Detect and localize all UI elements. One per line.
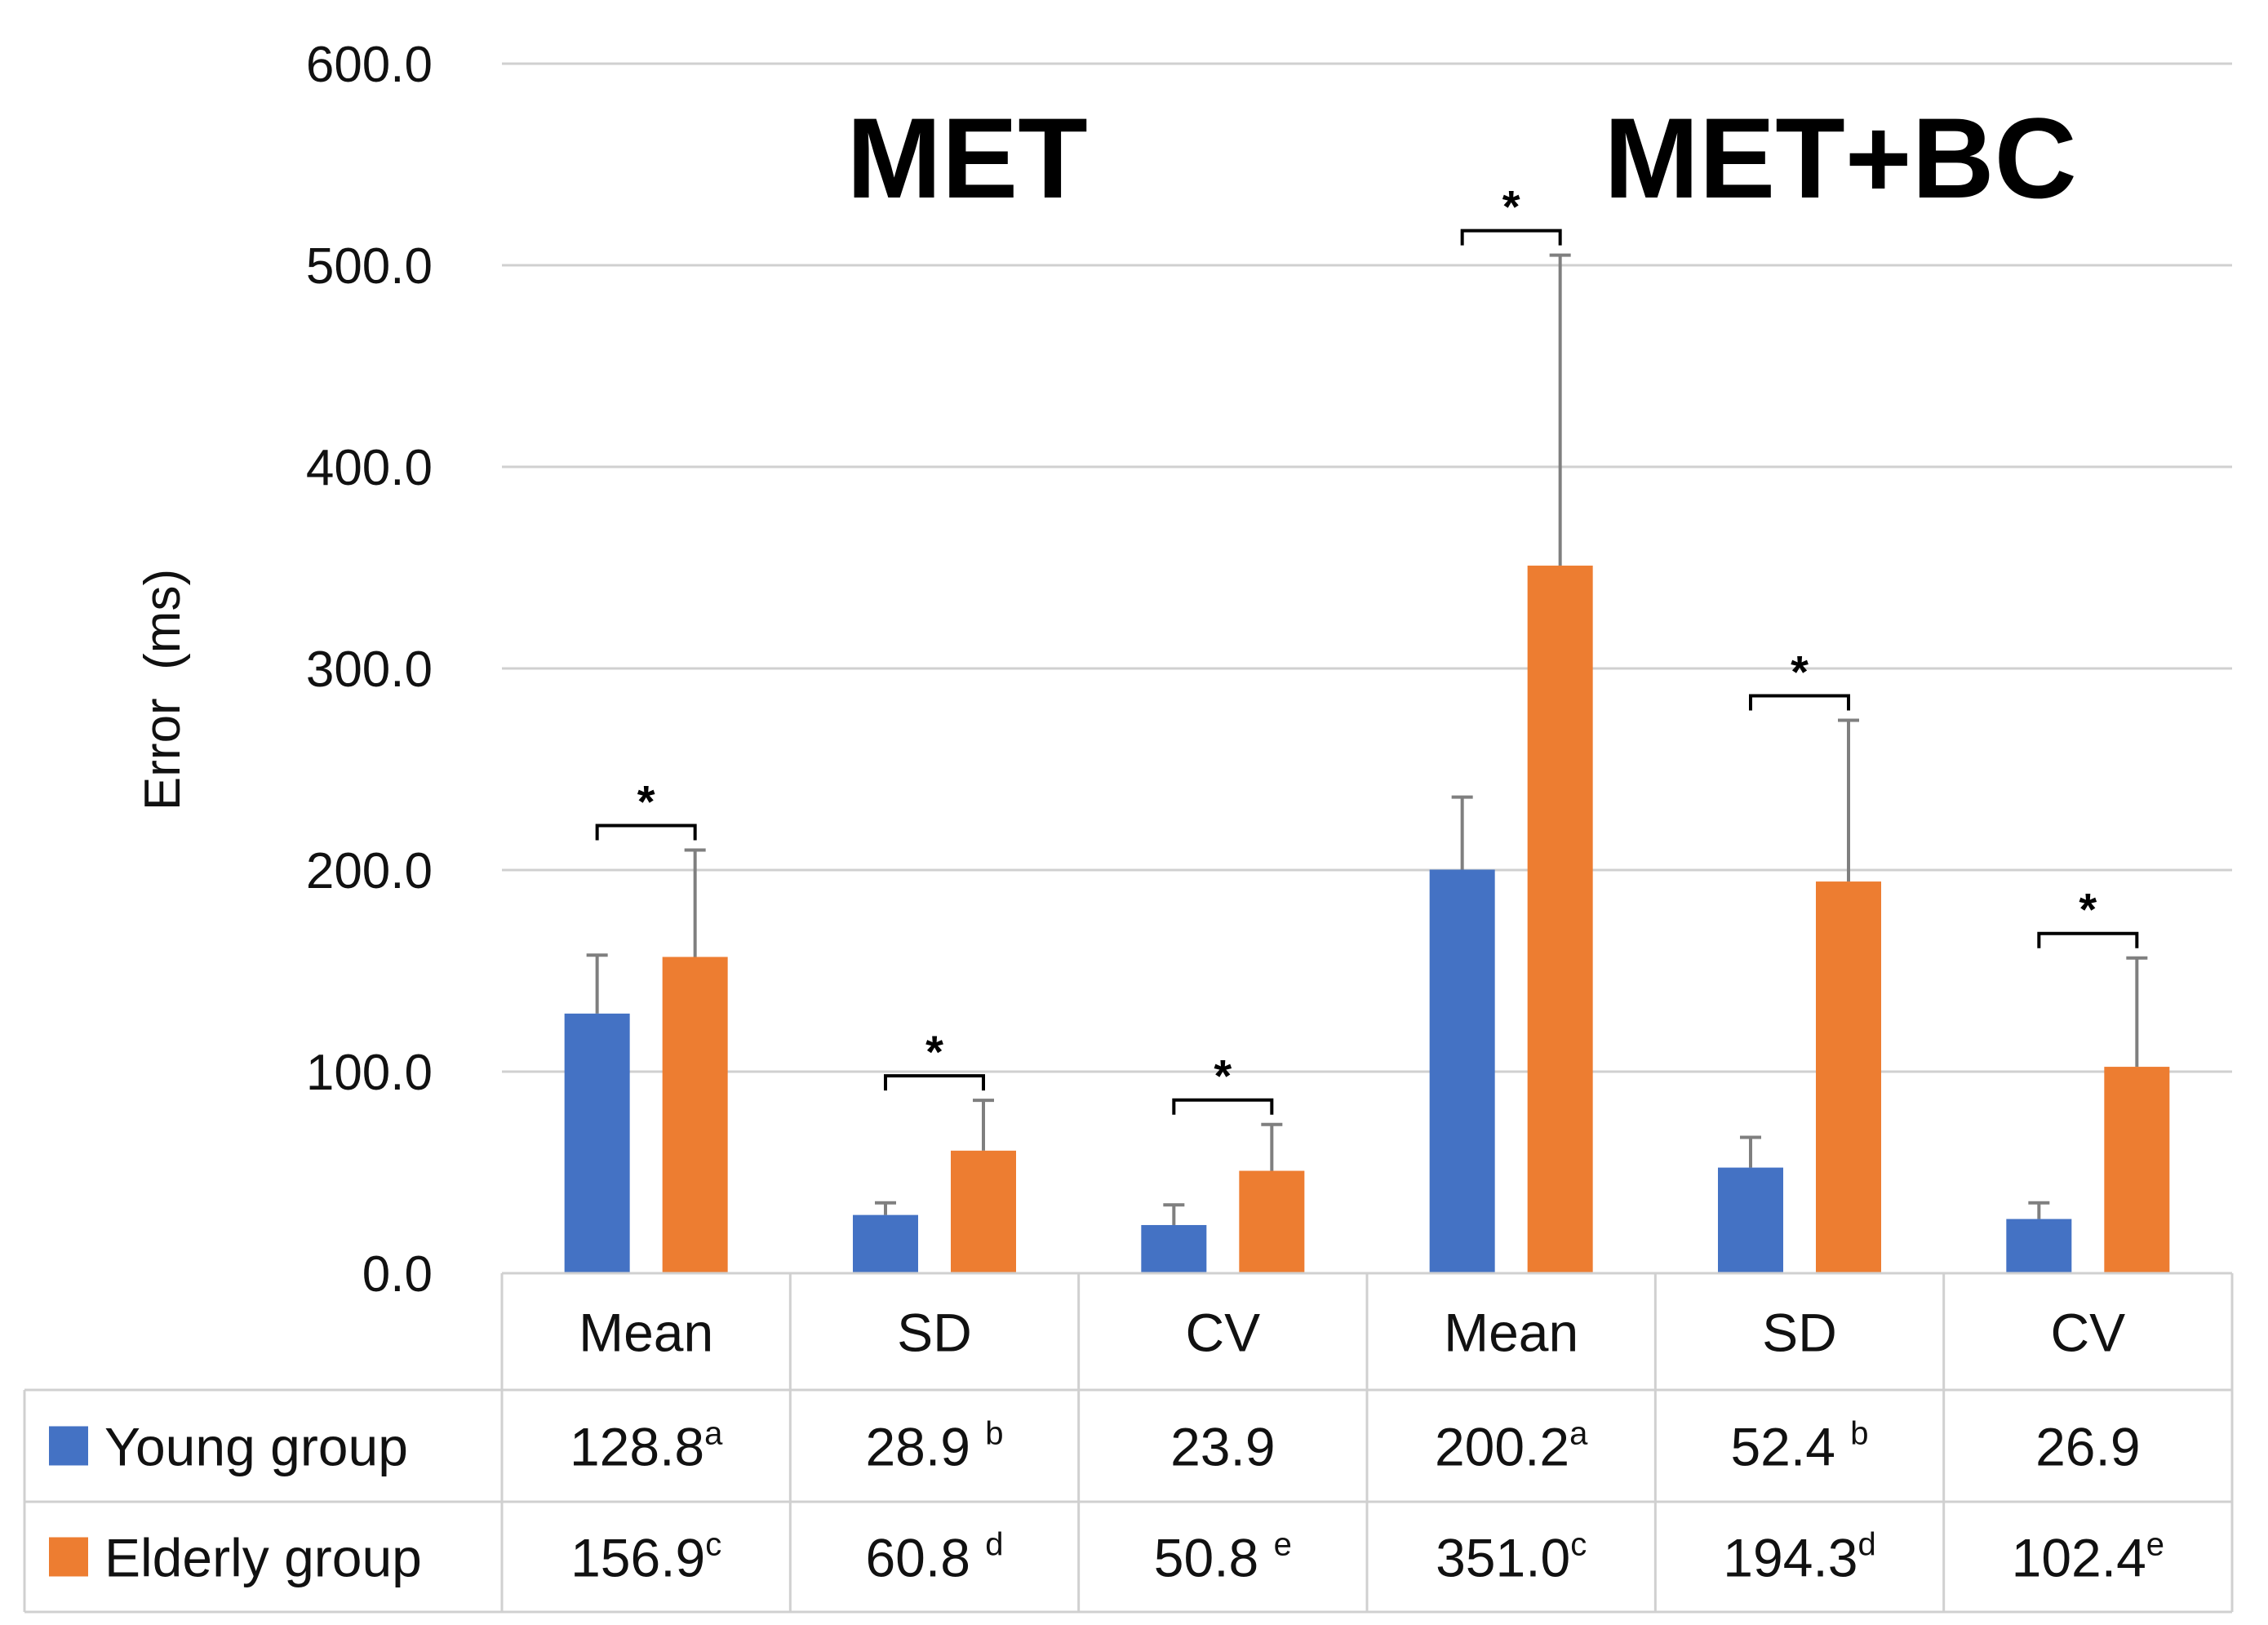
value-superscript: c [705,1527,721,1563]
x-tick-label: SD [897,1303,972,1363]
elderly-bar [662,957,728,1273]
value-superscript: c [1570,1527,1587,1563]
significance-bracket [1460,229,1562,246]
group-titles: MET MET+BC [846,94,2077,222]
value-superscript: a [1569,1416,1588,1452]
group-title-met: MET [846,94,1088,222]
young-bar [1141,1224,1207,1273]
young-bar [853,1214,918,1273]
x-tick-label: SD [1762,1303,1837,1363]
elderly-bar [2104,1067,2170,1273]
significance-star: * [2079,884,2097,935]
table-value: 28.9 b [865,1416,1003,1477]
elderly-bar [951,1150,1016,1273]
y-axis-label-group: Error (ms) [135,569,191,810]
value-superscript: d [1857,1527,1875,1563]
y-axis-ticks: 0.0 100.0 200.0 300.0 400.0 500.0 600.0 [306,37,433,1303]
value-superscript: d [985,1527,1003,1563]
x-tick-label: CV [2050,1303,2125,1363]
elderly-bar [1527,566,1593,1273]
significance-bracket [2037,931,2139,948]
value-superscript: e [1274,1527,1292,1563]
y-tick-label: 200.0 [306,843,433,899]
y-tick-label: 0.0 [362,1246,433,1303]
y-tick-label: 100.0 [306,1045,433,1101]
y-tick-label: 400.0 [306,440,433,496]
x-tick-label: CV [1185,1303,1260,1363]
table-value: 351.0c [1436,1527,1587,1588]
significance-markers: * * * * * * [595,181,2139,1115]
table-value: 194.3d [1723,1527,1875,1588]
group-title-met-bc: MET+BC [1604,94,2076,222]
table-value: 128.8a [570,1416,723,1477]
significance-star: * [925,1026,943,1077]
table-value: 156.9c [570,1527,721,1588]
significance-star: * [1502,181,1520,233]
significance-bracket [884,1074,985,1091]
value-superscript: b [1850,1416,1868,1452]
table-value: 52.4 b [1730,1416,1868,1477]
legend-swatch-young [49,1426,88,1466]
significance-star: * [637,776,655,828]
y-axis-label: Error (ms) [135,569,191,810]
young-bar [1429,869,1495,1273]
young-bar [2006,1219,2072,1273]
table-value: 102.4e [2012,1527,2164,1588]
significance-bracket [1749,694,1850,711]
y-tick-label: 300.0 [306,642,433,698]
young-bar [1718,1167,1783,1273]
value-superscript: a [704,1416,723,1452]
table-value: 23.9 [1170,1417,1275,1477]
legend-label-young: Young group [104,1417,408,1477]
gridlines [502,62,2232,1073]
significance-star: * [1214,1050,1232,1102]
significance-star: * [1791,646,1809,697]
error-bars [586,253,2148,1225]
table-value: 60.8 d [865,1527,1003,1588]
y-tick-label: 600.0 [306,37,433,93]
significance-bracket [1172,1098,1274,1115]
bars [564,566,2170,1273]
legend-swatch-elderly [49,1537,88,1577]
value-superscript: b [985,1416,1003,1452]
table-value: 50.8 e [1154,1527,1292,1588]
elderly-bar [1239,1170,1305,1273]
x-tick-label: Mean [579,1303,713,1363]
table-value: 200.2a [1435,1416,1588,1477]
significance-bracket [595,824,697,841]
data-table: Mean SD CV Mean SD CV Young group 128.8a 28.9 b 2… [23,1272,2234,1614]
y-tick-label: 500.0 [306,238,433,295]
elderly-bar [1816,881,1881,1273]
table-value: 26.9 [2035,1417,2140,1477]
legend-label-elderly: Elderly group [104,1528,422,1588]
young-bar [564,1013,630,1273]
value-superscript: e [2146,1527,2164,1563]
x-tick-label: Mean [1444,1303,1578,1363]
